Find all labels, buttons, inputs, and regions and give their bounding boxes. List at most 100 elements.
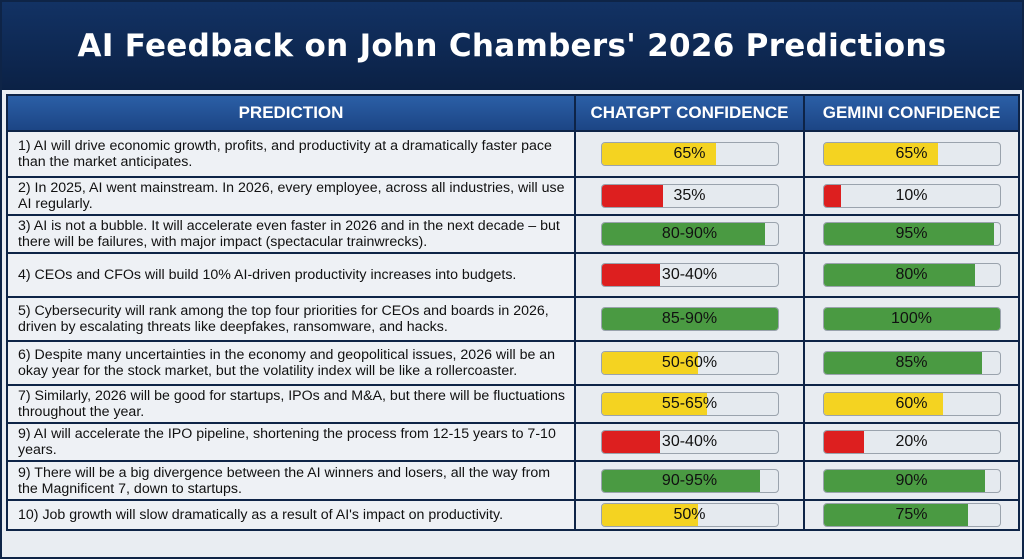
chatgpt-confidence-cell: 80-90% xyxy=(574,214,805,254)
gemini-confidence-cell: 90% xyxy=(803,460,1020,501)
table-row: 6) Despite many uncertainties in the eco… xyxy=(6,340,1020,386)
chatgpt-confidence-bar: 55-65% xyxy=(600,392,779,416)
prediction-cell: 6) Despite many uncertainties in the eco… xyxy=(6,340,576,386)
chatgpt-confidence-label: 30-40% xyxy=(661,266,718,283)
table-row: 7) Similarly, 2026 will be good for star… xyxy=(6,384,1020,424)
chatgpt-confidence-fill xyxy=(601,431,660,453)
chatgpt-confidence-cell: 30-40% xyxy=(574,252,805,298)
chatgpt-confidence-fill xyxy=(601,264,660,286)
gemini-confidence-fill xyxy=(823,504,968,526)
predictions-table: PREDICTION CHATGPT CONFIDENCE GEMINI CON… xyxy=(6,94,1020,531)
chatgpt-confidence-fill xyxy=(601,352,699,374)
gemini-confidence-cell: 10% xyxy=(803,176,1020,216)
chatgpt-confidence-cell: 65% xyxy=(574,130,805,178)
gemini-confidence-label: 95% xyxy=(895,225,928,242)
chatgpt-confidence-bar: 50% xyxy=(600,503,779,527)
gemini-confidence-label: 80% xyxy=(895,266,928,283)
chatgpt-confidence-label: 65% xyxy=(673,145,706,162)
page-title: AI Feedback on John Chambers' 2026 Predi… xyxy=(77,28,947,64)
chatgpt-confidence-bar: 50-60% xyxy=(600,351,779,375)
header-chatgpt-confidence: CHATGPT CONFIDENCE xyxy=(574,94,805,132)
prediction-cell: 5) Cybersecurity will rank among the top… xyxy=(6,296,576,342)
prediction-cell: 1) AI will drive economic growth, profit… xyxy=(6,130,576,178)
chatgpt-confidence-label: 90-95% xyxy=(661,471,718,489)
chatgpt-confidence-fill xyxy=(601,393,708,415)
gemini-confidence-cell: 20% xyxy=(803,422,1020,462)
chatgpt-confidence-label: 35% xyxy=(673,187,706,204)
gemini-confidence-bar: 20% xyxy=(822,430,1001,454)
gemini-confidence-bar: 100% xyxy=(822,307,1001,331)
gemini-confidence-bar: 65% xyxy=(822,142,1001,166)
gemini-confidence-bar: 60% xyxy=(822,392,1001,416)
gemini-confidence-label: 100% xyxy=(891,310,932,327)
chatgpt-confidence-fill xyxy=(601,185,664,207)
gemini-confidence-label: 65% xyxy=(895,145,928,162)
chatgpt-confidence-fill xyxy=(601,223,766,245)
prediction-cell: 4) CEOs and CFOs will build 10% AI-drive… xyxy=(6,252,576,298)
title-bar: AI Feedback on John Chambers' 2026 Predi… xyxy=(2,2,1022,90)
chatgpt-confidence-cell: 35% xyxy=(574,176,805,216)
header-row: PREDICTION CHATGPT CONFIDENCE GEMINI CON… xyxy=(6,94,1020,132)
chatgpt-confidence-fill xyxy=(601,504,699,526)
gemini-confidence-fill xyxy=(823,143,938,165)
chatgpt-confidence-bar: 90-95% xyxy=(600,468,779,493)
chatgpt-confidence-bar: 30-40% xyxy=(600,430,779,454)
chatgpt-confidence-cell: 90-95% xyxy=(574,460,805,501)
prediction-cell: 3) AI is not a bubble. It will accelerat… xyxy=(6,214,576,254)
gemini-confidence-label: 85% xyxy=(895,354,928,371)
gemini-confidence-label: 90% xyxy=(895,471,928,489)
chatgpt-confidence-bar: 30-40% xyxy=(600,263,779,287)
gemini-confidence-cell: 65% xyxy=(803,130,1020,178)
table-row: 10) Job growth will slow dramatically as… xyxy=(6,499,1020,531)
prediction-cell: 10) Job growth will slow dramatically as… xyxy=(6,499,576,531)
chatgpt-confidence-label: 50% xyxy=(673,506,706,523)
gemini-confidence-label: 20% xyxy=(895,433,928,450)
chatgpt-confidence-label: 85-90% xyxy=(661,310,718,327)
gemini-confidence-cell: 100% xyxy=(803,296,1020,342)
gemini-confidence-cell: 75% xyxy=(803,499,1020,531)
gemini-confidence-cell: 80% xyxy=(803,252,1020,298)
chatgpt-confidence-cell: 30-40% xyxy=(574,422,805,462)
gemini-confidence-cell: 85% xyxy=(803,340,1020,386)
table-row: 3) AI is not a bubble. It will accelerat… xyxy=(6,214,1020,254)
gemini-confidence-fill xyxy=(823,469,986,492)
gemini-confidence-bar: 80% xyxy=(822,263,1001,287)
prediction-cell: 9) AI will accelerate the IPO pipeline, … xyxy=(6,422,576,462)
chatgpt-confidence-bar: 65% xyxy=(600,142,779,166)
gemini-confidence-fill xyxy=(823,185,842,207)
gemini-confidence-cell: 95% xyxy=(803,214,1020,254)
chatgpt-confidence-cell: 85-90% xyxy=(574,296,805,342)
gemini-confidence-fill xyxy=(823,431,864,453)
chatgpt-confidence-label: 30-40% xyxy=(661,433,718,450)
prediction-cell: 9) There will be a big divergence betwee… xyxy=(6,460,576,501)
header-prediction: PREDICTION xyxy=(6,94,576,132)
table-row: 9) AI will accelerate the IPO pipeline, … xyxy=(6,422,1020,462)
table-row: 2) In 2025, AI went mainstream. In 2026,… xyxy=(6,176,1020,216)
chatgpt-confidence-cell: 50% xyxy=(574,499,805,531)
gemini-confidence-bar: 75% xyxy=(822,503,1001,527)
gemini-confidence-label: 60% xyxy=(895,395,928,412)
gemini-confidence-cell: 60% xyxy=(803,384,1020,424)
table-row: 1) AI will drive economic growth, profit… xyxy=(6,130,1020,178)
chatgpt-confidence-bar: 35% xyxy=(600,184,779,208)
gemini-confidence-label: 10% xyxy=(895,187,928,204)
table-row: 5) Cybersecurity will rank among the top… xyxy=(6,296,1020,342)
gemini-confidence-bar: 90% xyxy=(822,468,1001,493)
gemini-confidence-bar: 95% xyxy=(822,222,1001,246)
gemini-confidence-fill xyxy=(823,352,982,374)
header-gemini-confidence: GEMINI CONFIDENCE xyxy=(803,94,1020,132)
chatgpt-confidence-bar: 80-90% xyxy=(600,222,779,246)
chatgpt-confidence-label: 80-90% xyxy=(661,225,718,242)
chatgpt-confidence-label: 55-65% xyxy=(661,395,718,412)
prediction-cell: 2) In 2025, AI went mainstream. In 2026,… xyxy=(6,176,576,216)
chatgpt-confidence-fill xyxy=(601,308,778,330)
chatgpt-confidence-bar: 85-90% xyxy=(600,307,779,331)
table-row: 4) CEOs and CFOs will build 10% AI-drive… xyxy=(6,252,1020,298)
chatgpt-confidence-cell: 55-65% xyxy=(574,384,805,424)
gemini-confidence-bar: 10% xyxy=(822,184,1001,208)
gemini-confidence-fill xyxy=(823,393,944,415)
table-row: 9) There will be a big divergence betwee… xyxy=(6,460,1020,501)
chatgpt-confidence-cell: 50-60% xyxy=(574,340,805,386)
gemini-confidence-label: 75% xyxy=(895,506,928,523)
